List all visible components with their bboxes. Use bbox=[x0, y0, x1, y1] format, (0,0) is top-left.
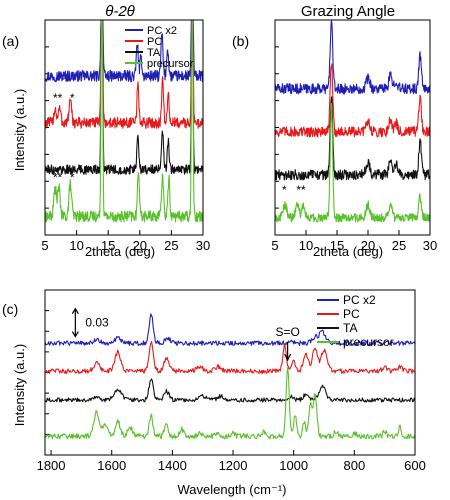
peak-marker: * bbox=[282, 183, 287, 197]
panel-c-frame bbox=[44, 289, 416, 456]
x-tick-label: 800 bbox=[343, 458, 365, 473]
panel-b-ticks: 5 10 15 20 25 30 bbox=[271, 46, 437, 253]
series-line-precursor bbox=[274, 103, 431, 223]
legend-label: PC bbox=[343, 307, 360, 321]
series-line-pc-x2 bbox=[274, 20, 431, 95]
panel-a-title: θ-2θ bbox=[105, 3, 135, 20]
panel-a-ylabel: Intensity (a.u.) bbox=[12, 89, 27, 171]
x-tick-label: 15 bbox=[101, 238, 115, 253]
series-line-pc bbox=[44, 341, 416, 374]
panel-c-annotations: 0.03 S=O bbox=[71, 307, 300, 362]
series-line-pc bbox=[44, 20, 204, 129]
panel-b-title: Grazing Angle bbox=[301, 3, 395, 20]
panel-c-letter: (c) bbox=[2, 301, 18, 317]
x-tick-label: 1400 bbox=[158, 458, 187, 473]
panel-b-series bbox=[274, 20, 431, 223]
scale-bar-arrow-up bbox=[71, 307, 79, 314]
series-line-ta bbox=[274, 96, 431, 181]
panel-a-ticks: 5 10 15 20 25 30 bbox=[41, 46, 210, 253]
panel-c-xlabel: Wavelength (cm⁻¹) bbox=[178, 482, 287, 497]
panel-b-letter: (b) bbox=[232, 33, 249, 49]
legend-label: PC x2 bbox=[343, 293, 376, 307]
panel-a-frame bbox=[44, 19, 204, 236]
x-tick-label: 10 bbox=[69, 238, 83, 253]
panel-b: (b) Grazing Angle 2theta (deg) 5 10 15 20 25… bbox=[232, 3, 437, 259]
x-tick-label: 1200 bbox=[219, 458, 248, 473]
x-tick-label: 30 bbox=[423, 238, 437, 253]
x-tick-label: 5 bbox=[271, 238, 278, 253]
panel-a-markers: ** *** * bbox=[53, 91, 75, 184]
series-line-ta bbox=[44, 20, 204, 175]
series-line-precursor bbox=[44, 20, 204, 223]
legend-label: PC bbox=[147, 36, 162, 48]
x-tick-label: 1000 bbox=[279, 458, 308, 473]
x-tick-label: 1600 bbox=[97, 458, 126, 473]
scale-bar-label: 0.03 bbox=[85, 316, 109, 330]
panel-c: (c) Intensity (a.u.) Wavelength (cm⁻¹) 1… bbox=[2, 289, 426, 497]
peak-marker: * bbox=[70, 91, 75, 105]
legend-label: PC x2 bbox=[147, 25, 177, 37]
peak-marker: ** bbox=[53, 91, 63, 105]
x-tick-label: 600 bbox=[404, 458, 426, 473]
series-line-ta bbox=[44, 378, 416, 403]
x-tick-label: 10 bbox=[299, 238, 313, 253]
peak-marker: ** bbox=[296, 183, 306, 197]
series-line-pc-x2 bbox=[44, 20, 204, 83]
x-tick-label: 5 bbox=[41, 238, 48, 253]
x-tick-label: 20 bbox=[133, 238, 147, 253]
panel-c-series bbox=[44, 313, 416, 440]
peak-marker: * bbox=[70, 170, 75, 184]
series-line-precursor bbox=[44, 366, 416, 440]
x-tick-label: 25 bbox=[164, 238, 178, 253]
legend-label: precursor bbox=[147, 58, 194, 70]
peak-annotation-label: S=O bbox=[275, 325, 299, 339]
series-line-pc-x2 bbox=[44, 313, 416, 347]
panel-a: (a) θ-2θ Intensity (a.u.) 2theta (deg) 5… bbox=[2, 3, 210, 259]
x-tick-label: 30 bbox=[196, 238, 210, 253]
legend-label: TA bbox=[343, 321, 357, 335]
panel-b-xlabel: 2theta (deg) bbox=[313, 244, 383, 259]
panel-a-series bbox=[44, 20, 204, 223]
panel-b-markers: * ** bbox=[282, 183, 306, 197]
panel-a-xlabel: 2theta (deg) bbox=[85, 244, 155, 259]
panel-c-ylabel: Intensity (a.u.) bbox=[12, 344, 27, 426]
scale-bar-arrow-down bbox=[71, 331, 79, 338]
x-tick-label: 15 bbox=[330, 238, 344, 253]
x-tick-label: 1800 bbox=[37, 458, 66, 473]
legend-label: TA bbox=[147, 47, 161, 59]
x-tick-label: 25 bbox=[392, 238, 406, 253]
legend-label: precursor bbox=[343, 335, 394, 349]
panel-c-ticks: 1800 1600 1400 1200 1000 800 600 bbox=[37, 310, 426, 473]
panel-b-frame bbox=[274, 19, 431, 236]
series-line-pc bbox=[274, 63, 431, 138]
panel-a-letter: (a) bbox=[2, 33, 19, 49]
peak-annotation-arrowhead bbox=[284, 353, 292, 362]
peak-marker: ** bbox=[53, 170, 63, 184]
x-tick-label: 20 bbox=[361, 238, 375, 253]
